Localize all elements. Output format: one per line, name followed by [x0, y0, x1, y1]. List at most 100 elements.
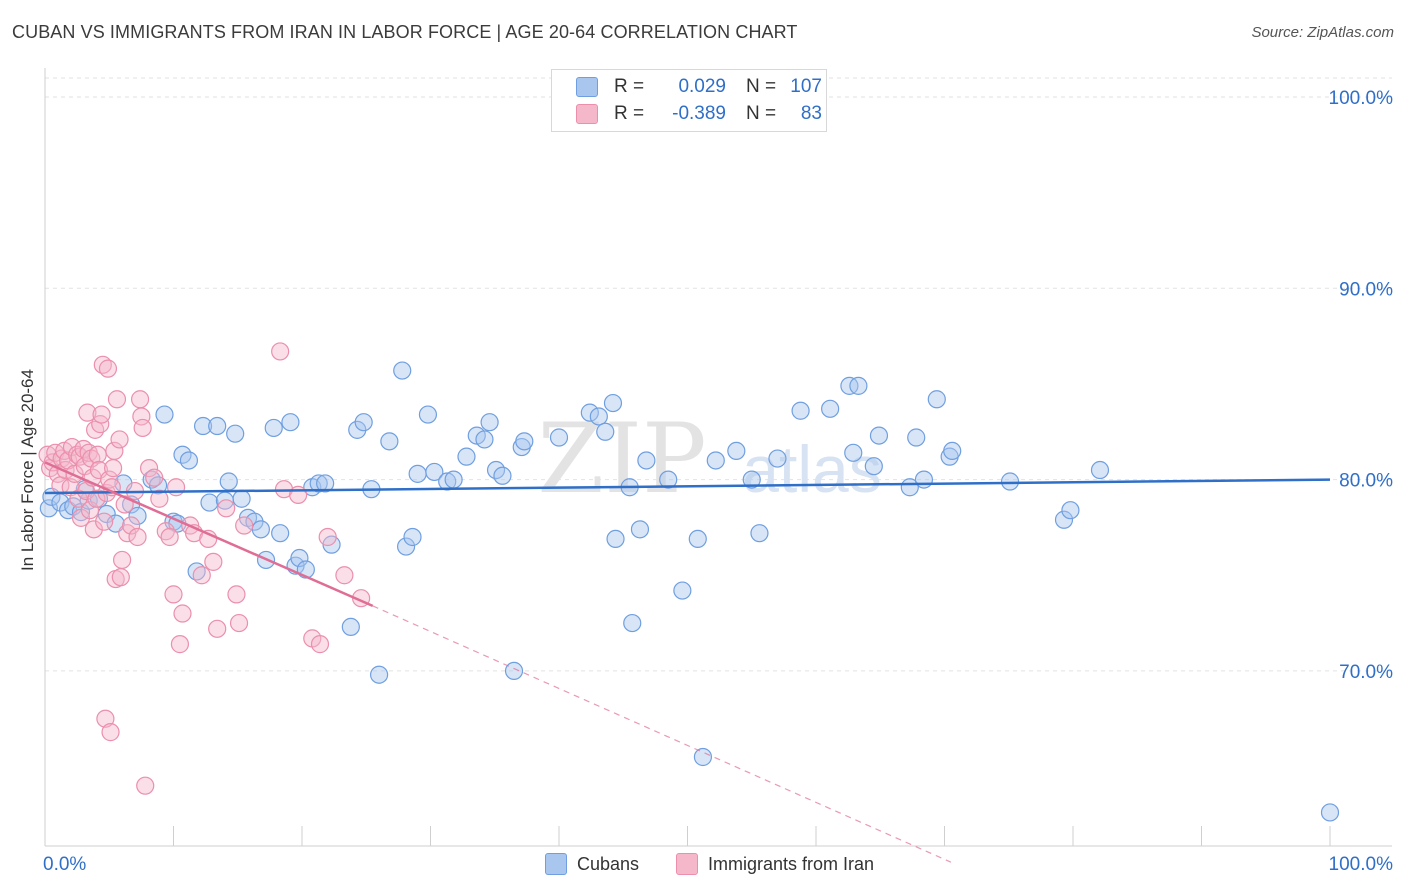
point-iran: [107, 390, 127, 409]
watermark-zip: ZIP: [537, 403, 706, 515]
point-cubans: [706, 451, 725, 470]
point-iran: [112, 550, 132, 570]
bottom-legend-swatch-iran: [676, 853, 698, 875]
y-tick-labels: 70.0% 80.0% 90.0% 100.0%: [1329, 88, 1394, 683]
point-iran: [111, 568, 130, 587]
point-cubans: [849, 376, 868, 395]
point-iran: [204, 552, 223, 571]
point-iran: [139, 459, 159, 478]
point-cubans: [232, 489, 251, 508]
point-cubans: [480, 413, 499, 432]
x-tick-labels: 0.0% 100.0%: [43, 854, 1393, 875]
point-cubans: [907, 428, 926, 447]
point-cubans: [596, 422, 615, 441]
point-iran: [69, 489, 88, 508]
point-cubans: [418, 405, 438, 424]
point-cubans: [475, 430, 494, 449]
point-cubans: [425, 462, 444, 482]
point-cubans: [623, 613, 642, 633]
point-cubans: [264, 418, 283, 438]
point-iran: [80, 501, 100, 520]
gridlines: [45, 77, 1392, 672]
point-iran: [101, 723, 120, 742]
point-cubans: [844, 443, 863, 462]
point-cubans: [281, 413, 300, 432]
point-cubans: [354, 413, 373, 432]
point-cubans: [309, 474, 328, 493]
point-cubans: [750, 524, 769, 543]
trend-line-cubans: [44, 478, 1331, 495]
point-iran: [78, 403, 97, 422]
point-cubans: [688, 529, 707, 549]
legend-n-label: N =: [746, 76, 777, 97]
point-cubans: [128, 506, 147, 526]
point-cubans: [396, 537, 416, 556]
point-cubans: [693, 747, 713, 767]
point-iran: [160, 527, 179, 547]
point-cubans: [493, 466, 512, 485]
point-iran: [318, 527, 337, 547]
watermark-atlas: atlas: [742, 432, 881, 506]
legend-r-label: R =: [614, 76, 645, 97]
point-iran: [87, 489, 106, 508]
point-iran: [91, 415, 110, 434]
point-cubans: [393, 361, 412, 380]
point-cubans: [444, 470, 463, 489]
point-iran: [88, 445, 107, 464]
point-iran: [132, 407, 151, 426]
x-tick-label-min: 0.0%: [43, 854, 86, 875]
point-cubans: [200, 493, 219, 512]
point-iran: [173, 604, 192, 623]
point-cubans: [742, 470, 761, 489]
point-iran: [105, 441, 124, 461]
point-iran: [92, 405, 111, 424]
series-iran: [38, 342, 371, 795]
bottom-legend-iran: Immigrants from Iran: [676, 852, 874, 876]
point-cubans: [606, 529, 625, 549]
bottom-legend-cubans: Cubans: [545, 852, 639, 876]
source-label: Source: ZipAtlas.com: [1251, 24, 1394, 41]
point-iran: [170, 635, 190, 654]
point-iran: [289, 485, 308, 505]
point-cubans: [727, 441, 746, 461]
point-cubans: [1054, 510, 1074, 529]
point-iran: [208, 619, 227, 638]
point-cubans: [659, 470, 678, 489]
point-cubans: [821, 399, 840, 418]
point-cubans: [1320, 803, 1340, 822]
legend-swatch-cubans: [576, 77, 598, 97]
point-cubans: [589, 407, 608, 426]
point-cubans: [341, 617, 360, 637]
watermark: ZIP atlas: [537, 403, 881, 515]
point-cubans: [864, 457, 883, 476]
y-tick-label: 70.0%: [1339, 662, 1393, 683]
point-cubans: [193, 416, 213, 436]
bottom-legend-swatch-cubans: [545, 853, 567, 875]
point-cubans: [1000, 472, 1020, 491]
point-cubans: [791, 401, 810, 420]
point-cubans: [943, 441, 962, 461]
chart-title: CUBAN VS IMMIGRANTS FROM IRAN IN LABOR F…: [12, 22, 798, 42]
point-iran: [95, 512, 114, 531]
point-cubans: [370, 665, 389, 684]
point-cubans: [914, 470, 934, 489]
point-iran: [217, 499, 236, 518]
point-cubans: [637, 451, 656, 470]
point-cubans: [271, 524, 290, 543]
point-cubans: [549, 428, 569, 447]
point-cubans: [39, 499, 58, 518]
legend-n-value: 107: [790, 76, 822, 97]
point-iran: [235, 516, 254, 535]
point-iran: [271, 342, 290, 361]
point-iran: [229, 613, 249, 633]
point-cubans: [1090, 460, 1110, 480]
legend-swatch-iran: [576, 104, 598, 124]
point-cubans: [457, 447, 476, 466]
point-cubans: [673, 581, 692, 600]
point-iran: [128, 527, 147, 547]
point-cubans: [403, 527, 422, 547]
legend-r-label: R =: [614, 103, 645, 124]
bottom-legend-label-cubans: Cubans: [577, 853, 640, 874]
point-iran: [84, 520, 103, 539]
